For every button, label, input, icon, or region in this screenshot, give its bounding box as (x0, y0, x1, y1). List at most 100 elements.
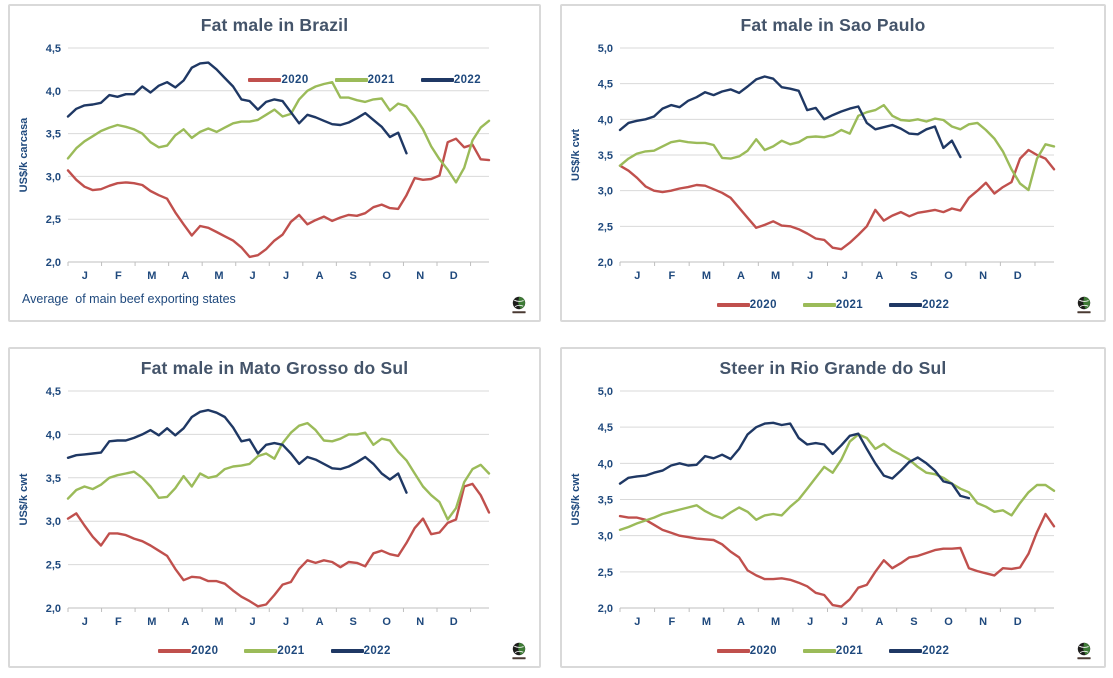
y-axis-title: US$/k cwt (18, 473, 30, 525)
line-chart-svg: 2,0 2,5 3,0 3,5 4,0 4,5 5,0 J F M A M J J A S O N D US$/k c… (570, 43, 1056, 282)
x-tick-label: J (842, 616, 848, 628)
x-tick-label: M (702, 270, 711, 282)
gridlines (619, 47, 1054, 266)
series-line-2020 (66, 482, 491, 608)
series-line-2021 (66, 421, 491, 521)
x-tick-label: M (771, 616, 780, 628)
chart-legend-top: 2020 2021 2022 (248, 74, 481, 86)
y-tick-label: 3,5 (598, 150, 613, 162)
legend-label: 2020 (191, 645, 219, 657)
chart-panel-rio-grande-do-sul: Steer in Rio Grande do Sul 2,0 2,5 3,0 3,5 4… (560, 347, 1106, 668)
y-tick-label: 2,5 (46, 560, 61, 572)
y-tick-label: 4,5 (46, 43, 61, 55)
series-line-2021 (618, 433, 1056, 532)
x-tick-label: A (316, 616, 324, 628)
y-tick-label: 2,5 (598, 221, 613, 233)
y-tick-label: 5,0 (598, 386, 613, 398)
y-tick-label: 4,5 (598, 79, 613, 91)
y-tick-label: 2,0 (46, 257, 61, 269)
series-line-2022 (618, 75, 962, 159)
x-tick-label: S (910, 616, 917, 628)
x-tick-label: J (249, 616, 255, 628)
y-tick-label: 2,0 (46, 603, 61, 615)
y-tick-label: 4,0 (46, 429, 61, 441)
y-tick-label: 3,5 (46, 129, 61, 141)
plot-area: 2,0 2,5 3,0 3,5 4,0 4,5 J F M A M J J A S O N D US$/k carc… (14, 38, 535, 290)
y-tick-label: 3,0 (598, 186, 613, 198)
chart-panel-sao-paulo: Fat male in Sao Paulo 2,0 2,5 3,0 3,5 4,0 4,5… (560, 4, 1106, 322)
legend-item-2020: 2020 (248, 74, 308, 86)
y-tick-label: 4,0 (598, 114, 613, 126)
legend-item-2020: 2020 (716, 645, 777, 657)
legend-label: 2022 (453, 74, 481, 86)
x-tick-label: D (450, 616, 458, 628)
legend-swatch-2020 (248, 78, 282, 82)
x-tick-label: M (702, 616, 711, 628)
x-tick-label: D (1014, 270, 1022, 282)
series-line-2022 (66, 61, 408, 155)
y-tick-label: 3,5 (598, 495, 613, 507)
axis-tick-labels: 2,0 2,5 3,0 3,5 4,0 4,5 5,0 J F M A M J J A S O N D (598, 386, 1022, 628)
line-chart-svg: 2,0 2,5 3,0 3,5 4,0 4,5 J F M A M J J A S O N D US$/k carc… (18, 43, 491, 282)
legend-item-2021: 2021 (244, 645, 304, 657)
legend-swatch-2022 (330, 649, 364, 653)
series-line-2020 (618, 148, 1056, 251)
y-tick-label: 3,5 (46, 473, 61, 485)
y-tick-label: 5,0 (598, 43, 613, 55)
axis-tick-labels: 2,0 2,5 3,0 3,5 4,0 4,5 5,0 J F M A M J J A S O N D (598, 43, 1022, 282)
chart-footnote: Average of main beef exporting states (22, 292, 236, 306)
chart-panel-brazil: Fat male in Brazil 2,0 2,5 3,0 3,5 4,0 4,5 J F M… (8, 4, 541, 322)
legend-swatch-2022 (889, 649, 923, 653)
x-tick-label: A (316, 270, 324, 282)
chart-title: Fat male in Brazil (200, 15, 349, 35)
chart-bottom-row: 2020 2021 2022 (562, 636, 1104, 666)
legend-label: 2022 (363, 645, 391, 657)
x-tick-label: O (944, 616, 953, 628)
legend-item-2022: 2022 (420, 74, 481, 86)
x-tick-label: A (875, 616, 883, 628)
legend-label: 2021 (367, 74, 395, 86)
x-tick-label: J (283, 616, 289, 628)
series-line-2020 (618, 512, 1056, 608)
y-tick-label: 2,0 (598, 603, 613, 615)
y-tick-label: 2,5 (46, 214, 61, 226)
gridlines (619, 390, 1054, 612)
x-tick-label: F (115, 270, 122, 282)
legend-swatch-2020 (158, 649, 192, 653)
y-tick-label: 4,0 (46, 86, 61, 98)
x-tick-label: S (349, 270, 356, 282)
legend-swatch-2022 (889, 303, 923, 307)
x-tick-label: M (147, 616, 156, 628)
y-axis-title: US$/k cwt (570, 129, 582, 181)
x-tick-label: M (147, 270, 156, 282)
legend-label: 2021 (835, 645, 864, 657)
x-tick-label: D (450, 270, 458, 282)
chart-panel-mato-grosso-do-sul: Fat male in Mato Grosso do Sul 2,0 2,5 3,0… (8, 347, 541, 668)
y-axis-title: US$/k cwt (570, 473, 582, 525)
legend-item-2020: 2020 (158, 645, 218, 657)
plot-area: 2,0 2,5 3,0 3,5 4,0 4,5 J F M A M J J A S O N D US$/k cwt (14, 381, 535, 636)
legend-swatch-2021 (334, 78, 368, 82)
x-tick-label: M (771, 270, 780, 282)
legend-swatch-2021 (244, 649, 278, 653)
x-tick-label: N (416, 616, 424, 628)
series-line-2022 (66, 408, 408, 494)
legend-label: 2021 (835, 299, 864, 311)
y-tick-label: 2,5 (598, 567, 613, 579)
x-tick-label: A (181, 270, 189, 282)
x-tick-label: N (979, 616, 987, 628)
x-tick-label: S (349, 616, 356, 628)
series-line-2021 (618, 103, 1056, 192)
y-tick-label: 2,0 (598, 257, 613, 269)
x-tick-label: J (807, 270, 813, 282)
x-tick-label: J (249, 270, 255, 282)
x-tick-label: J (634, 270, 640, 282)
legend-item-2022: 2022 (889, 645, 949, 657)
y-tick-label: 4,5 (598, 422, 613, 434)
legend-label: 2022 (922, 299, 950, 311)
legend-item-2022: 2022 (889, 299, 949, 311)
globe-logo-icon (511, 642, 527, 660)
x-tick-label: A (737, 270, 745, 282)
legend-swatch-2020 (716, 649, 750, 653)
chart-title: Steer in Rio Grande do Sul (719, 358, 947, 378)
